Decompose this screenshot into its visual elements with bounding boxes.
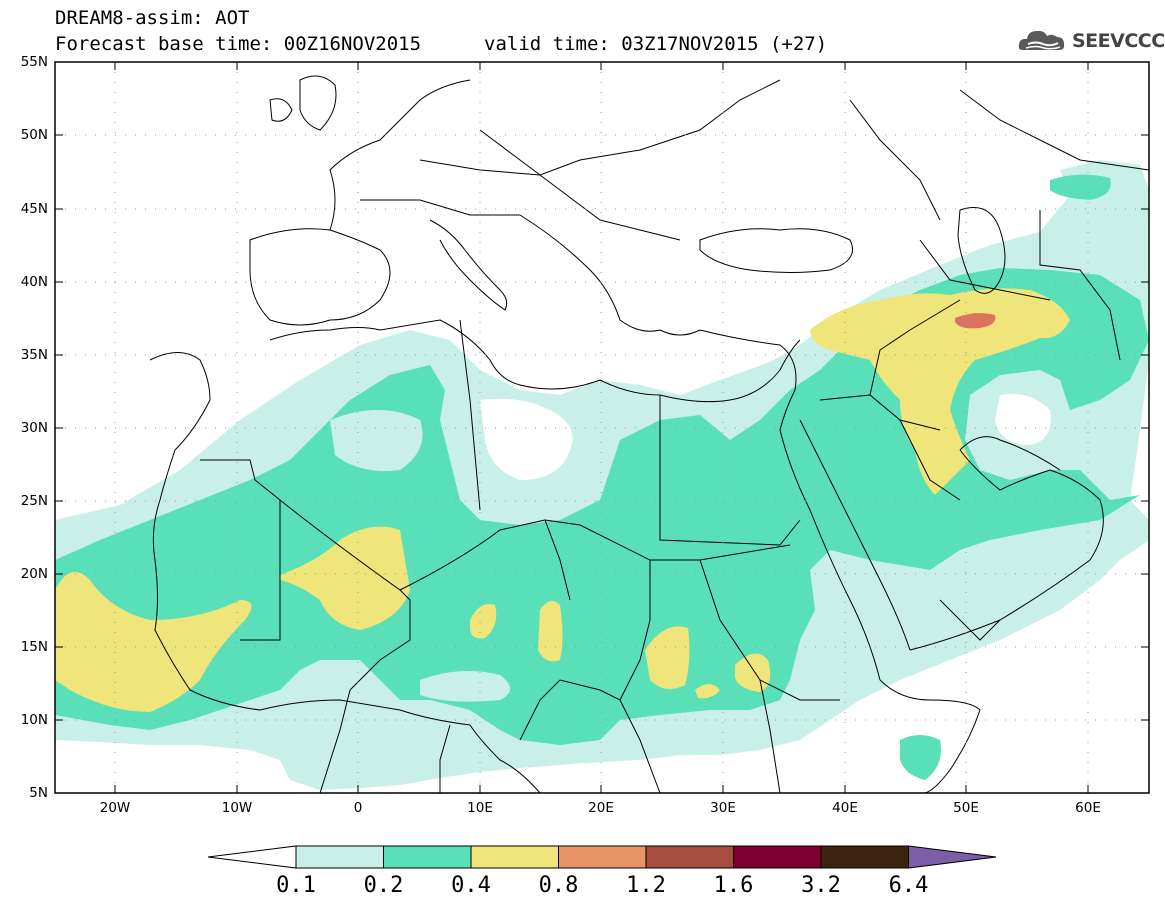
lon-label-40e: 40E xyxy=(832,800,858,816)
lat-label-5n: 5N xyxy=(29,785,48,801)
colorbar-swatch-0-2 xyxy=(383,845,472,869)
forecast-base-time: Forecast base time: 00Z16NOV2015 xyxy=(55,33,422,55)
map-title: DREAM8-assim: AOT xyxy=(55,7,250,29)
coastlines-borders xyxy=(149,75,1149,793)
colorbar-label-6-4: 6.4 xyxy=(888,873,929,898)
colorbar-label-0-2: 0.2 xyxy=(363,873,404,898)
colorbar-swatch-0-8 xyxy=(558,845,647,869)
lon-label-30e: 30E xyxy=(710,800,736,816)
aot-region-0-4 xyxy=(55,572,252,712)
lon-label-20w: 20W xyxy=(99,800,131,816)
lat-label-45n: 45N xyxy=(20,201,48,217)
lon-label-60e: 60E xyxy=(1075,800,1101,816)
cloud-logo-icon xyxy=(1018,30,1065,50)
colorbar-swatch-1-6 xyxy=(733,845,822,869)
seevccc-logo: SEEVCCC xyxy=(1016,22,1165,58)
aot-region-0-2 xyxy=(55,268,1149,745)
lat-label-20n: 20N xyxy=(20,566,48,582)
lat-label-35n: 35N xyxy=(20,347,48,363)
lat-label-30n: 30N xyxy=(20,420,48,436)
lat-label-25n: 25N xyxy=(20,493,48,509)
lat-label-50n: 50N xyxy=(20,127,48,143)
colorbar-label-3-2: 3.2 xyxy=(801,873,841,898)
colorbar-swatch-1-2 xyxy=(645,845,734,869)
colorbar-low-arrow xyxy=(207,845,297,869)
lat-label-10n: 10N xyxy=(20,712,48,728)
colorbar-label-0-8: 0.8 xyxy=(538,873,579,898)
colorbar-swatch-0-4 xyxy=(470,845,559,869)
lon-label-0: 0 xyxy=(353,800,363,816)
lat-label-55n: 55N xyxy=(20,54,48,70)
lat-label-15n: 15N xyxy=(20,639,48,655)
colorbar-label-0-1: 0.1 xyxy=(276,873,316,898)
colorbar-label-1-2: 1.2 xyxy=(626,873,666,898)
valid-time: valid time: 03Z17NOV2015 (+27) xyxy=(484,33,828,55)
lon-label-10e: 10E xyxy=(467,800,493,816)
logo-text: SEEVCCC xyxy=(1072,30,1165,52)
colorbar-swatch-3-2 xyxy=(820,845,909,869)
aot-region-1-2 xyxy=(955,313,996,329)
lon-label-50e: 50E xyxy=(953,800,979,816)
colorbar-swatch-0-1 xyxy=(295,845,384,869)
aot-contours xyxy=(55,160,1149,790)
colorbar-high-arrow xyxy=(908,845,997,869)
lon-label-20e: 20E xyxy=(588,800,614,816)
axis-ticks xyxy=(55,61,1149,793)
lat-label-40n: 40N xyxy=(20,274,48,290)
colorbar-label-1-6: 1.6 xyxy=(713,873,754,898)
lon-label-10w: 10W xyxy=(221,800,253,816)
colorbar-label-0-4: 0.4 xyxy=(451,873,491,898)
